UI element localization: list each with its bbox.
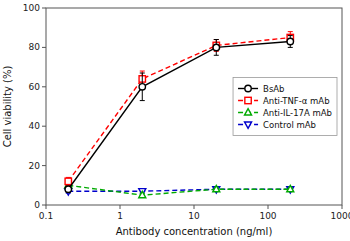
point [65,178,71,184]
legend-marker [245,122,252,128]
series [65,181,294,197]
y-tick [42,205,46,206]
x-tick [120,205,121,209]
legend-label: Anti-IL-17A mAb [263,108,332,118]
error-bar [66,177,71,185]
error-bar [214,40,219,56]
point [213,185,220,191]
x-tick [268,205,269,209]
legend-marker [245,109,252,115]
plot-frame [46,8,342,205]
y-tick-label: 40 [29,121,41,131]
point [287,38,293,44]
x-axis-label: Antibody concentration (ng/ml) [116,226,273,237]
error-bar [66,186,71,192]
y-tick [42,126,46,127]
legend-box [233,78,337,136]
point [287,185,294,191]
y-tick-label: 60 [29,82,41,92]
chart: 0.1 1 10 100 1000 0 20 40 60 80 100 Antibody concen… [0,0,350,241]
series [65,187,294,195]
legend-label: BsAb [263,84,284,94]
y-tick-label: 0 [34,200,40,210]
x-tick [46,205,47,209]
y-tick-label: 20 [29,161,41,171]
point [139,191,146,197]
point [65,186,71,192]
error-bar [288,36,293,48]
legend-marker [245,97,251,103]
point [213,44,219,50]
line [68,185,290,195]
legend-label: Control mAb [263,120,316,130]
legend-label: Anti-TNF-α mAb [263,96,330,106]
axes: 0.1 1 10 100 1000 0 20 40 60 80 100 [23,3,350,221]
y-tick-label: 100 [23,3,40,13]
y-tick-label: 80 [29,42,41,52]
y-tick [42,8,46,9]
x-tick-label: 0.1 [39,211,53,221]
x-tick-label: 1 [117,211,123,221]
y-tick [42,47,46,48]
y-axis-label: Cell viability (%) [2,66,13,148]
legend: BsAb Anti-TNF-α mAb Anti-IL-17A mAb Control… [233,78,337,136]
x-tick-label: 10 [188,211,200,221]
error-bar [140,73,145,101]
legend-marker [245,85,251,91]
y-tick [42,86,46,87]
y-tick [42,165,46,166]
point [139,84,145,90]
x-tick [342,205,343,209]
x-tick [194,205,195,209]
x-tick-label: 100 [259,211,276,221]
x-tick-label: 1000 [331,211,350,221]
